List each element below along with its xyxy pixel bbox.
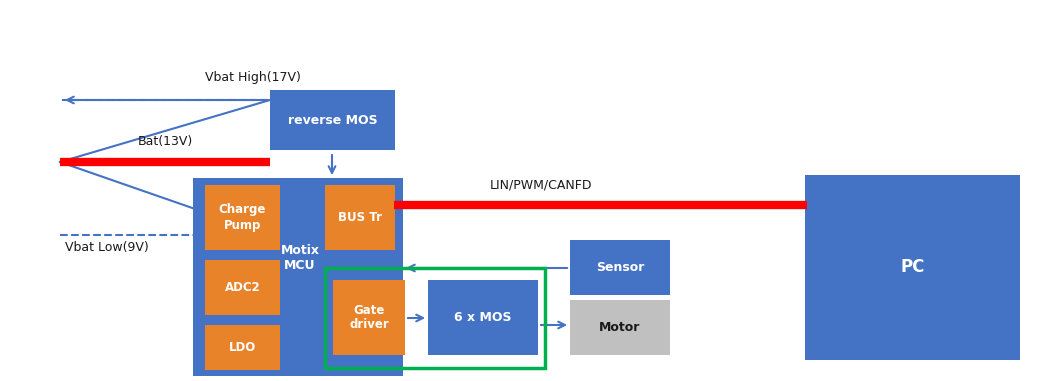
Text: BUS Tr: BUS Tr — [338, 211, 382, 224]
Text: Bat(13V): Bat(13V) — [137, 135, 192, 148]
Text: Charge
Pump: Charge Pump — [218, 203, 266, 232]
Text: Vbat High(17V): Vbat High(17V) — [205, 72, 301, 85]
Bar — [205, 185, 280, 250]
Bar — [325, 185, 395, 250]
Bar — [333, 280, 405, 355]
Bar — [805, 175, 1020, 360]
Bar — [193, 178, 403, 376]
Text: Sensor: Sensor — [596, 261, 644, 274]
Text: LIN/PWM/CANFD: LIN/PWM/CANFD — [490, 179, 593, 192]
Text: Motix
MCU: Motix MCU — [280, 244, 320, 272]
Text: Vbat Low(9V): Vbat Low(9V) — [65, 242, 148, 255]
Text: LDO: LDO — [229, 341, 256, 354]
Text: ADC2: ADC2 — [225, 281, 260, 294]
Text: Gate
driver: Gate driver — [349, 304, 389, 331]
Text: reverse MOS: reverse MOS — [287, 114, 377, 126]
Text: PC: PC — [901, 258, 925, 277]
Bar — [270, 90, 395, 150]
Text: Motor: Motor — [600, 321, 641, 334]
Bar — [428, 280, 538, 355]
Bar — [205, 260, 280, 315]
Text: 6 x MOS: 6 x MOS — [455, 311, 512, 324]
Bar — [570, 300, 670, 355]
Bar — [570, 240, 670, 295]
Bar — [325, 268, 545, 368]
Bar — [205, 325, 280, 370]
